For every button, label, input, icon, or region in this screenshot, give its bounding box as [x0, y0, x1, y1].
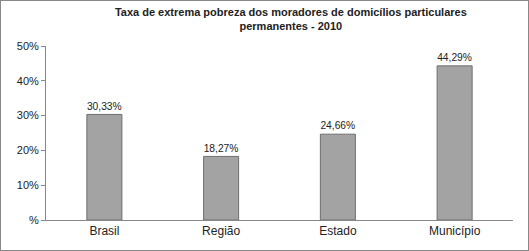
svg-text:40%: 40%	[17, 75, 39, 87]
svg-text:50%: 50%	[17, 40, 39, 52]
svg-text:30%: 30%	[17, 109, 39, 121]
svg-text:18,27%: 18,27%	[204, 143, 239, 154]
svg-text:Região: Região	[202, 224, 240, 238]
svg-text:30,33%: 30,33%	[87, 101, 122, 112]
svg-text:20%: 20%	[17, 144, 39, 156]
svg-text:Brasil: Brasil	[89, 224, 119, 238]
svg-text:24,66%: 24,66%	[320, 120, 355, 131]
svg-text:10%: 10%	[17, 179, 39, 191]
svg-text:%: %	[29, 214, 39, 226]
svg-text:44,29%: 44,29%	[437, 52, 472, 63]
svg-text:Município: Município	[429, 224, 481, 238]
svg-text:Taxa de extrema pobreza dos mo: Taxa de extrema pobreza dos moradores de…	[115, 6, 467, 32]
svg-text:Estado: Estado	[319, 224, 357, 238]
